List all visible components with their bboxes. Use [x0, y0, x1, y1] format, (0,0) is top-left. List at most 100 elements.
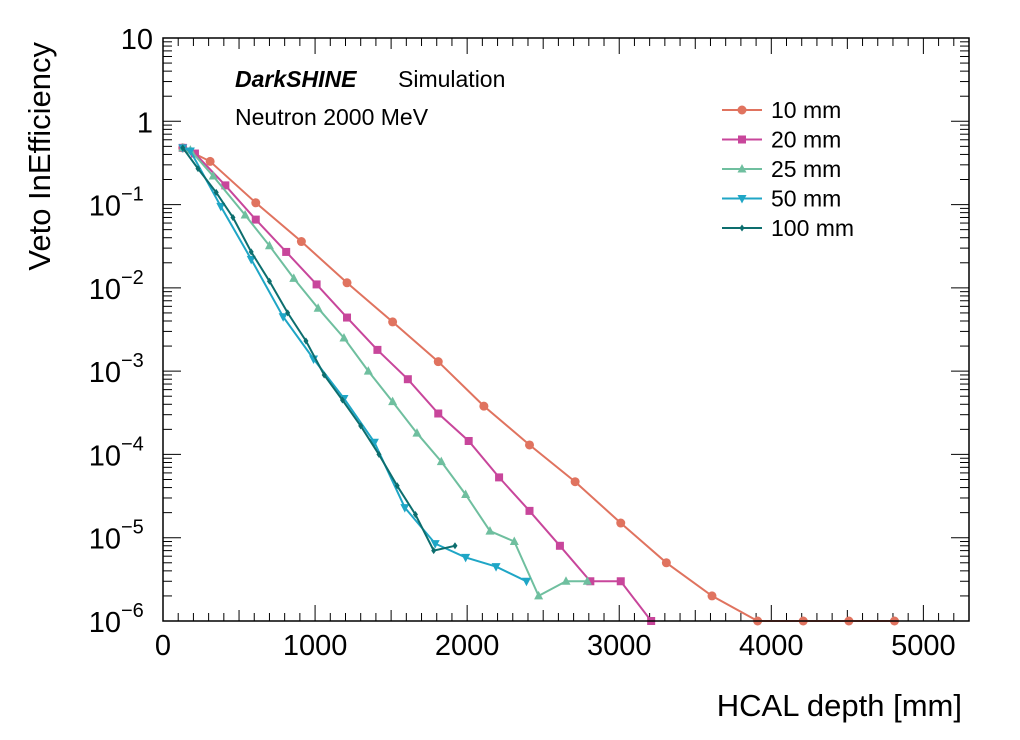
series-line	[182, 146, 527, 583]
series-layer	[178, 142, 899, 626]
x-tick-label: 1000	[283, 630, 348, 662]
x-tick-label: 5000	[891, 630, 956, 662]
y-tick-label: 10	[89, 524, 121, 556]
legend-entry: 50 mm	[722, 186, 841, 212]
legend: 10 mm 20 mm 25 mm 50 mm 100 mm	[722, 97, 854, 241]
legend-label: 50 mm	[771, 186, 841, 212]
legend-marker	[738, 135, 746, 144]
data-point	[412, 510, 418, 518]
series-line	[182, 146, 588, 598]
data-point	[185, 147, 195, 156]
series-3	[178, 142, 592, 600]
data-point	[296, 237, 306, 247]
legend-label: 10 mm	[771, 97, 841, 123]
data-point	[240, 209, 250, 219]
data-point	[264, 240, 274, 250]
x-tick-label: 4000	[739, 630, 804, 662]
data-point	[430, 540, 440, 549]
data-point	[616, 518, 626, 528]
data-point	[205, 156, 215, 166]
x-axis-title: HCAL depth [mm]	[717, 688, 962, 723]
data-point	[321, 371, 327, 379]
data-point	[251, 215, 260, 224]
data-point	[303, 337, 309, 345]
annotation-label: Simulation	[398, 66, 505, 92]
data-point	[464, 436, 473, 445]
data-point	[521, 577, 531, 587]
data-point	[342, 278, 352, 288]
plot-frame	[162, 37, 970, 622]
data-point	[586, 577, 595, 586]
annotation-particle: Neutron 2000 MeV	[235, 104, 429, 130]
data-point	[461, 489, 471, 499]
legend-marker	[737, 195, 747, 204]
y-tick-label: 10	[89, 607, 121, 639]
legend-marker	[739, 224, 745, 232]
data-point	[412, 428, 422, 437]
x-tick-label: 0	[155, 630, 171, 662]
legend-entry: 10 mm	[722, 97, 841, 123]
data-point	[373, 345, 382, 354]
data-point	[461, 553, 471, 563]
data-point	[495, 473, 504, 482]
legend-marker	[737, 105, 747, 115]
series-2	[178, 143, 656, 625]
y-tick-label: 10	[89, 440, 121, 472]
legend-marker	[737, 164, 747, 173]
y-tick-label: 1	[137, 107, 153, 139]
data-point	[452, 542, 458, 550]
data-point	[561, 576, 571, 585]
data-point	[525, 506, 534, 515]
data-point	[431, 547, 437, 555]
series-4	[178, 144, 531, 587]
data-point	[479, 401, 489, 411]
data-point	[180, 144, 186, 152]
legend-label: 100 mm	[771, 215, 854, 241]
y-tick-exponent: −4	[121, 433, 144, 455]
data-point	[285, 309, 291, 317]
series-line	[181, 147, 456, 552]
data-point	[436, 456, 446, 466]
data-point	[313, 303, 323, 312]
legend-label: 20 mm	[771, 127, 841, 153]
data-point	[491, 563, 501, 572]
legend-label: 25 mm	[771, 156, 841, 182]
x-tick-label: 3000	[587, 630, 652, 662]
legend-entry: 20 mm	[722, 127, 841, 153]
data-point	[433, 357, 443, 367]
annotation: DarkSHINE Simulation Neutron 2000 MeV	[235, 66, 505, 130]
y-tick-label: 10	[89, 357, 121, 389]
data-point	[394, 482, 400, 490]
data-point	[213, 188, 219, 196]
legend-entry: 25 mm	[722, 156, 841, 182]
y-tick-label: 10	[89, 191, 121, 223]
axis-ticks	[162, 38, 970, 622]
data-point	[339, 333, 349, 342]
annotation-brand: DarkSHINE	[235, 66, 357, 92]
y-tick-label: 10	[121, 24, 153, 56]
data-point	[248, 248, 254, 256]
data-point	[403, 375, 412, 384]
data-point	[434, 409, 443, 418]
data-point	[190, 149, 199, 158]
data-point	[485, 526, 495, 535]
data-point	[358, 422, 364, 430]
data-point	[289, 273, 299, 282]
data-point	[616, 577, 625, 586]
data-point	[369, 438, 379, 448]
data-point	[570, 477, 580, 487]
y-tick-exponent: −3	[121, 350, 144, 372]
data-point	[246, 255, 256, 265]
data-point	[339, 396, 345, 404]
y-tick-exponent: −2	[121, 267, 144, 289]
data-point	[312, 280, 321, 289]
data-point	[400, 504, 410, 513]
data-point	[388, 317, 398, 327]
data-point	[661, 558, 671, 568]
data-point	[278, 313, 288, 322]
data-point	[282, 247, 291, 256]
y-tick-exponent: −1	[121, 184, 144, 206]
series-5	[180, 144, 458, 555]
data-point	[555, 541, 564, 550]
